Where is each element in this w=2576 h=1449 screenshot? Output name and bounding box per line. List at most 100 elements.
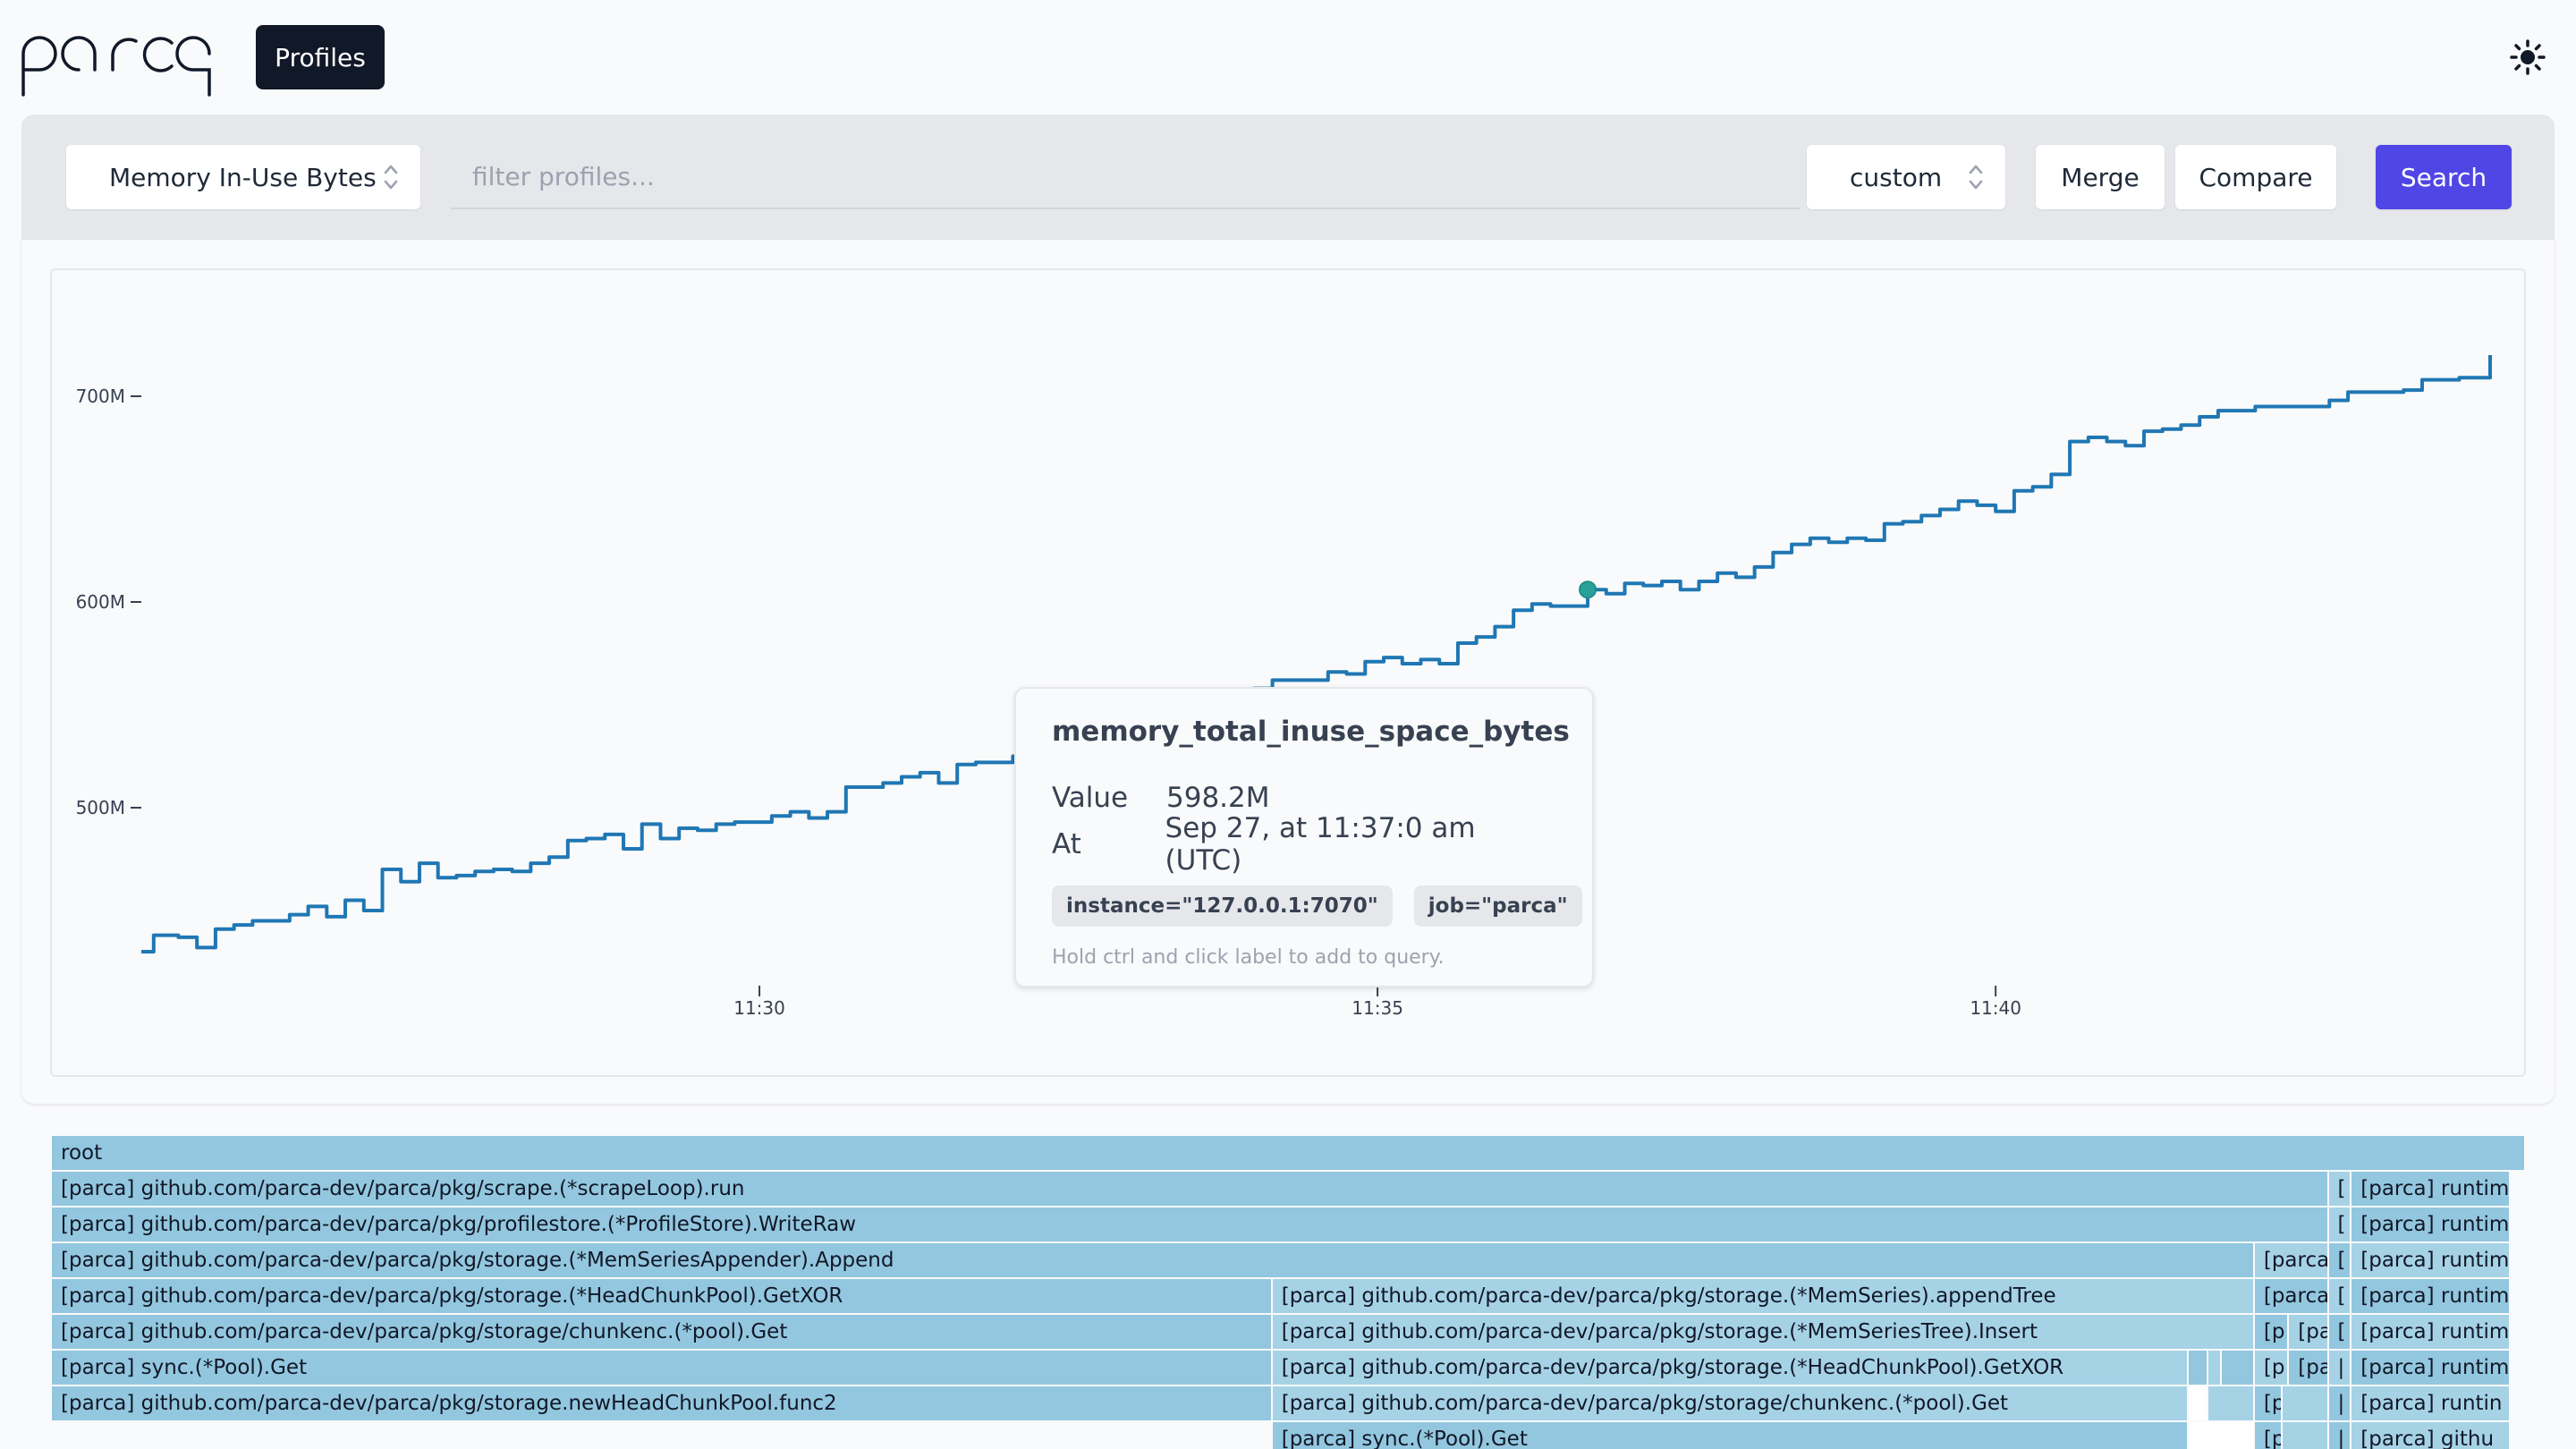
flame-frame-label: [ [2337,1249,2346,1272]
highlighted-point[interactable] [1579,580,1597,599]
flame-frame[interactable]: [parca] [2254,1279,2327,1313]
flame-frame[interactable]: [parca] runtim [2351,1351,2510,1385]
merge-button[interactable]: Merge [2036,145,2165,209]
profile-type-select[interactable]: Memory In-Use Bytes [66,145,420,209]
tooltip-value-row: Value 598.2M [1052,775,1556,821]
flame-frame-label: [parca] github.com/parca-dev/parca/pkg/s… [61,1392,837,1415]
flame-frame[interactable]: [parca] runtim [2351,1243,2510,1277]
flame-frame[interactable]: [parca] runtime. [2351,1172,2510,1206]
flame-frame[interactable]: | [2328,1386,2351,1420]
flame-frame[interactable] [2189,1386,2207,1420]
flame-frame[interactable]: [parca] runtim [2351,1315,2510,1349]
flame-frame-label: [parca] github.com/parca-dev/parca/pkg/s… [61,1284,843,1308]
flame-frame[interactable]: [parca] runtim [2351,1208,2510,1241]
chevron-up-down-icon [1969,165,1983,190]
flame-frame-label: [parca] github.com/parca-dev/parca/pkg/s… [61,1177,745,1200]
flame-frame[interactable]: [parca] githu [2351,1422,2510,1449]
flame-frame[interactable]: [parca] github.com/parca-dev/parca/pkg/s… [1272,1351,2188,1385]
flame-frame-label: [p: [2263,1320,2287,1343]
tooltip-time-key: At [1052,828,1081,860]
flame-frame[interactable]: [parca] github.com/parca-dev/parca/pkg/s… [1272,1386,2188,1420]
search-button[interactable]: Search [2376,145,2512,209]
flame-frame[interactable]: [parca] github.com/parca-dev/parca/pkg/s… [52,1386,1271,1420]
nav-profiles-button[interactable]: Profiles [256,25,385,89]
flame-frame[interactable]: [parca] github.com/parca-dev/parca/pkg/s… [52,1279,1271,1313]
flame-frame[interactable]: [parca] github.com/parca-dev/parca/pkg/s… [1272,1315,2253,1349]
flame-frame[interactable] [2208,1351,2221,1385]
flame-frame[interactable]: [parca] sync.(*Pool).Get [1272,1422,2188,1449]
flame-frame-label: [parca] sync.(*Pool).Get [61,1356,308,1379]
flame-frame[interactable]: [ [2328,1243,2351,1277]
label-chip-job[interactable]: job="parca" [1413,886,1582,927]
flame-frame-label: [pa [2298,1320,2327,1343]
flame-frame-label: | [2337,1392,2345,1415]
flame-frame[interactable]: [parca] github.com/parca-dev/parca/pkg/s… [1272,1279,2253,1313]
flame-frame[interactable]: [pa [2289,1315,2327,1349]
flame-frame[interactable]: [parca] github.com/parca-dev/parca/pkg/s… [52,1315,1271,1349]
flame-frame[interactable] [2283,1422,2327,1449]
flame-frame-label: root [61,1141,103,1165]
flame-frame[interactable]: [parca] sync.(*Pool).Get [52,1351,1271,1385]
graph-tooltip: memory_total_inuse_space_bytes Value 598… [1014,687,1594,987]
tooltip-time-row: At Sep 27, at 11:37:0 am (UTC) [1052,812,1556,877]
flame-frame[interactable]: [pa [2289,1351,2327,1385]
flame-frame-label: [parca] runtim [2360,1213,2510,1236]
label-chip-instance[interactable]: instance="127.0.0.1:7070" [1052,886,1393,927]
flame-frame-label: [parca] runtim [2360,1284,2510,1308]
flame-frame-label: [parca] sync.(*Pool).Get [1281,1428,1528,1449]
flame-frame[interactable]: [ [2328,1315,2351,1349]
flame-frame-label: [ [2337,1177,2346,1200]
tooltip-hint: Hold ctrl and click label to add to quer… [1052,946,1445,969]
flame-frame[interactable]: | [2328,1351,2351,1385]
metrics-graph[interactable] [50,268,2526,1077]
flame-frame-label: [pa [2298,1356,2327,1379]
flame-frame[interactable]: [p [2254,1422,2282,1449]
flame-frame[interactable] [2283,1386,2327,1420]
flame-frame[interactable] [2189,1422,2253,1449]
flame-frame-label: [parca] github.com/parca-dev/parca/pkg/s… [1281,1284,2056,1308]
flame-frame[interactable] [2189,1351,2207,1385]
filter-profiles-input[interactable] [451,145,1800,209]
parca-logo[interactable]: parca [20,27,215,98]
flame-frame-label: [parca] github.com/parca-dev/parca/pkg/s… [61,1320,788,1343]
flame-frame-label: [p: [2263,1356,2287,1379]
flame-frame-label: [parca] runtim [2360,1249,2510,1272]
flame-frame[interactable]: [p [2254,1386,2282,1420]
flame-frame-label: [parca] github.com/parca-dev/parca/pkg/p… [61,1213,857,1236]
time-range-value: custom [1850,162,1943,192]
flame-frame-label: [parca] githu [2360,1428,2495,1449]
flame-frame[interactable]: [ [2328,1279,2351,1313]
flame-frame[interactable]: [parca] runtim [2351,1279,2510,1313]
tooltip-value-key: Value [1052,782,1129,814]
time-range-select[interactable]: custom [1807,145,2005,209]
flame-frame-label: [parca] github.com/parca-dev/parca/pkg/s… [1281,1392,2009,1415]
flame-frame-label: [parca] [2263,1284,2327,1308]
flame-frame-label: [parca] [2263,1249,2327,1272]
flame-frame-label: [ [2337,1320,2346,1343]
flame-frame-label: [parca] runtin [2360,1392,2503,1415]
flame-frame[interactable]: | [2328,1422,2351,1449]
chevron-up-down-icon [384,165,398,190]
flame-frame-label: [parca] runtim [2360,1320,2510,1343]
sun-icon[interactable] [2510,39,2546,75]
flame-frame[interactable]: [parca] runtin [2351,1386,2510,1420]
flame-frame[interactable]: [parca] github.com/parca-dev/parca/pkg/s… [52,1172,2327,1206]
flame-frame-label: [ [2337,1284,2346,1308]
flame-frame[interactable]: [p: [2254,1315,2288,1349]
flame-frame[interactable]: [ [2328,1208,2351,1241]
flame-frame-label: [p [2263,1428,2282,1449]
flame-frame[interactable]: [parca] [2254,1243,2327,1277]
flame-root-frame[interactable]: root [52,1136,2524,1170]
flame-frame[interactable]: [parca] github.com/parca-dev/parca/pkg/s… [52,1243,2253,1277]
flame-frame-label: [parca] github.com/parca-dev/parca/pkg/s… [61,1249,894,1272]
tooltip-time: Sep 27, at 11:37:0 am (UTC) [1165,812,1476,877]
flame-frame[interactable]: [p: [2254,1351,2288,1385]
flame-frame-label: [p [2263,1392,2282,1415]
flame-frame[interactable] [2222,1351,2253,1385]
flame-frame[interactable]: [parca] github.com/parca-dev/parca/pkg/p… [52,1208,2327,1241]
flame-frame-label: [parca] runtime. [2360,1177,2510,1200]
flame-frame[interactable]: [ [2328,1172,2351,1206]
compare-button[interactable]: Compare [2175,145,2336,209]
flame-frame[interactable] [2208,1386,2253,1420]
